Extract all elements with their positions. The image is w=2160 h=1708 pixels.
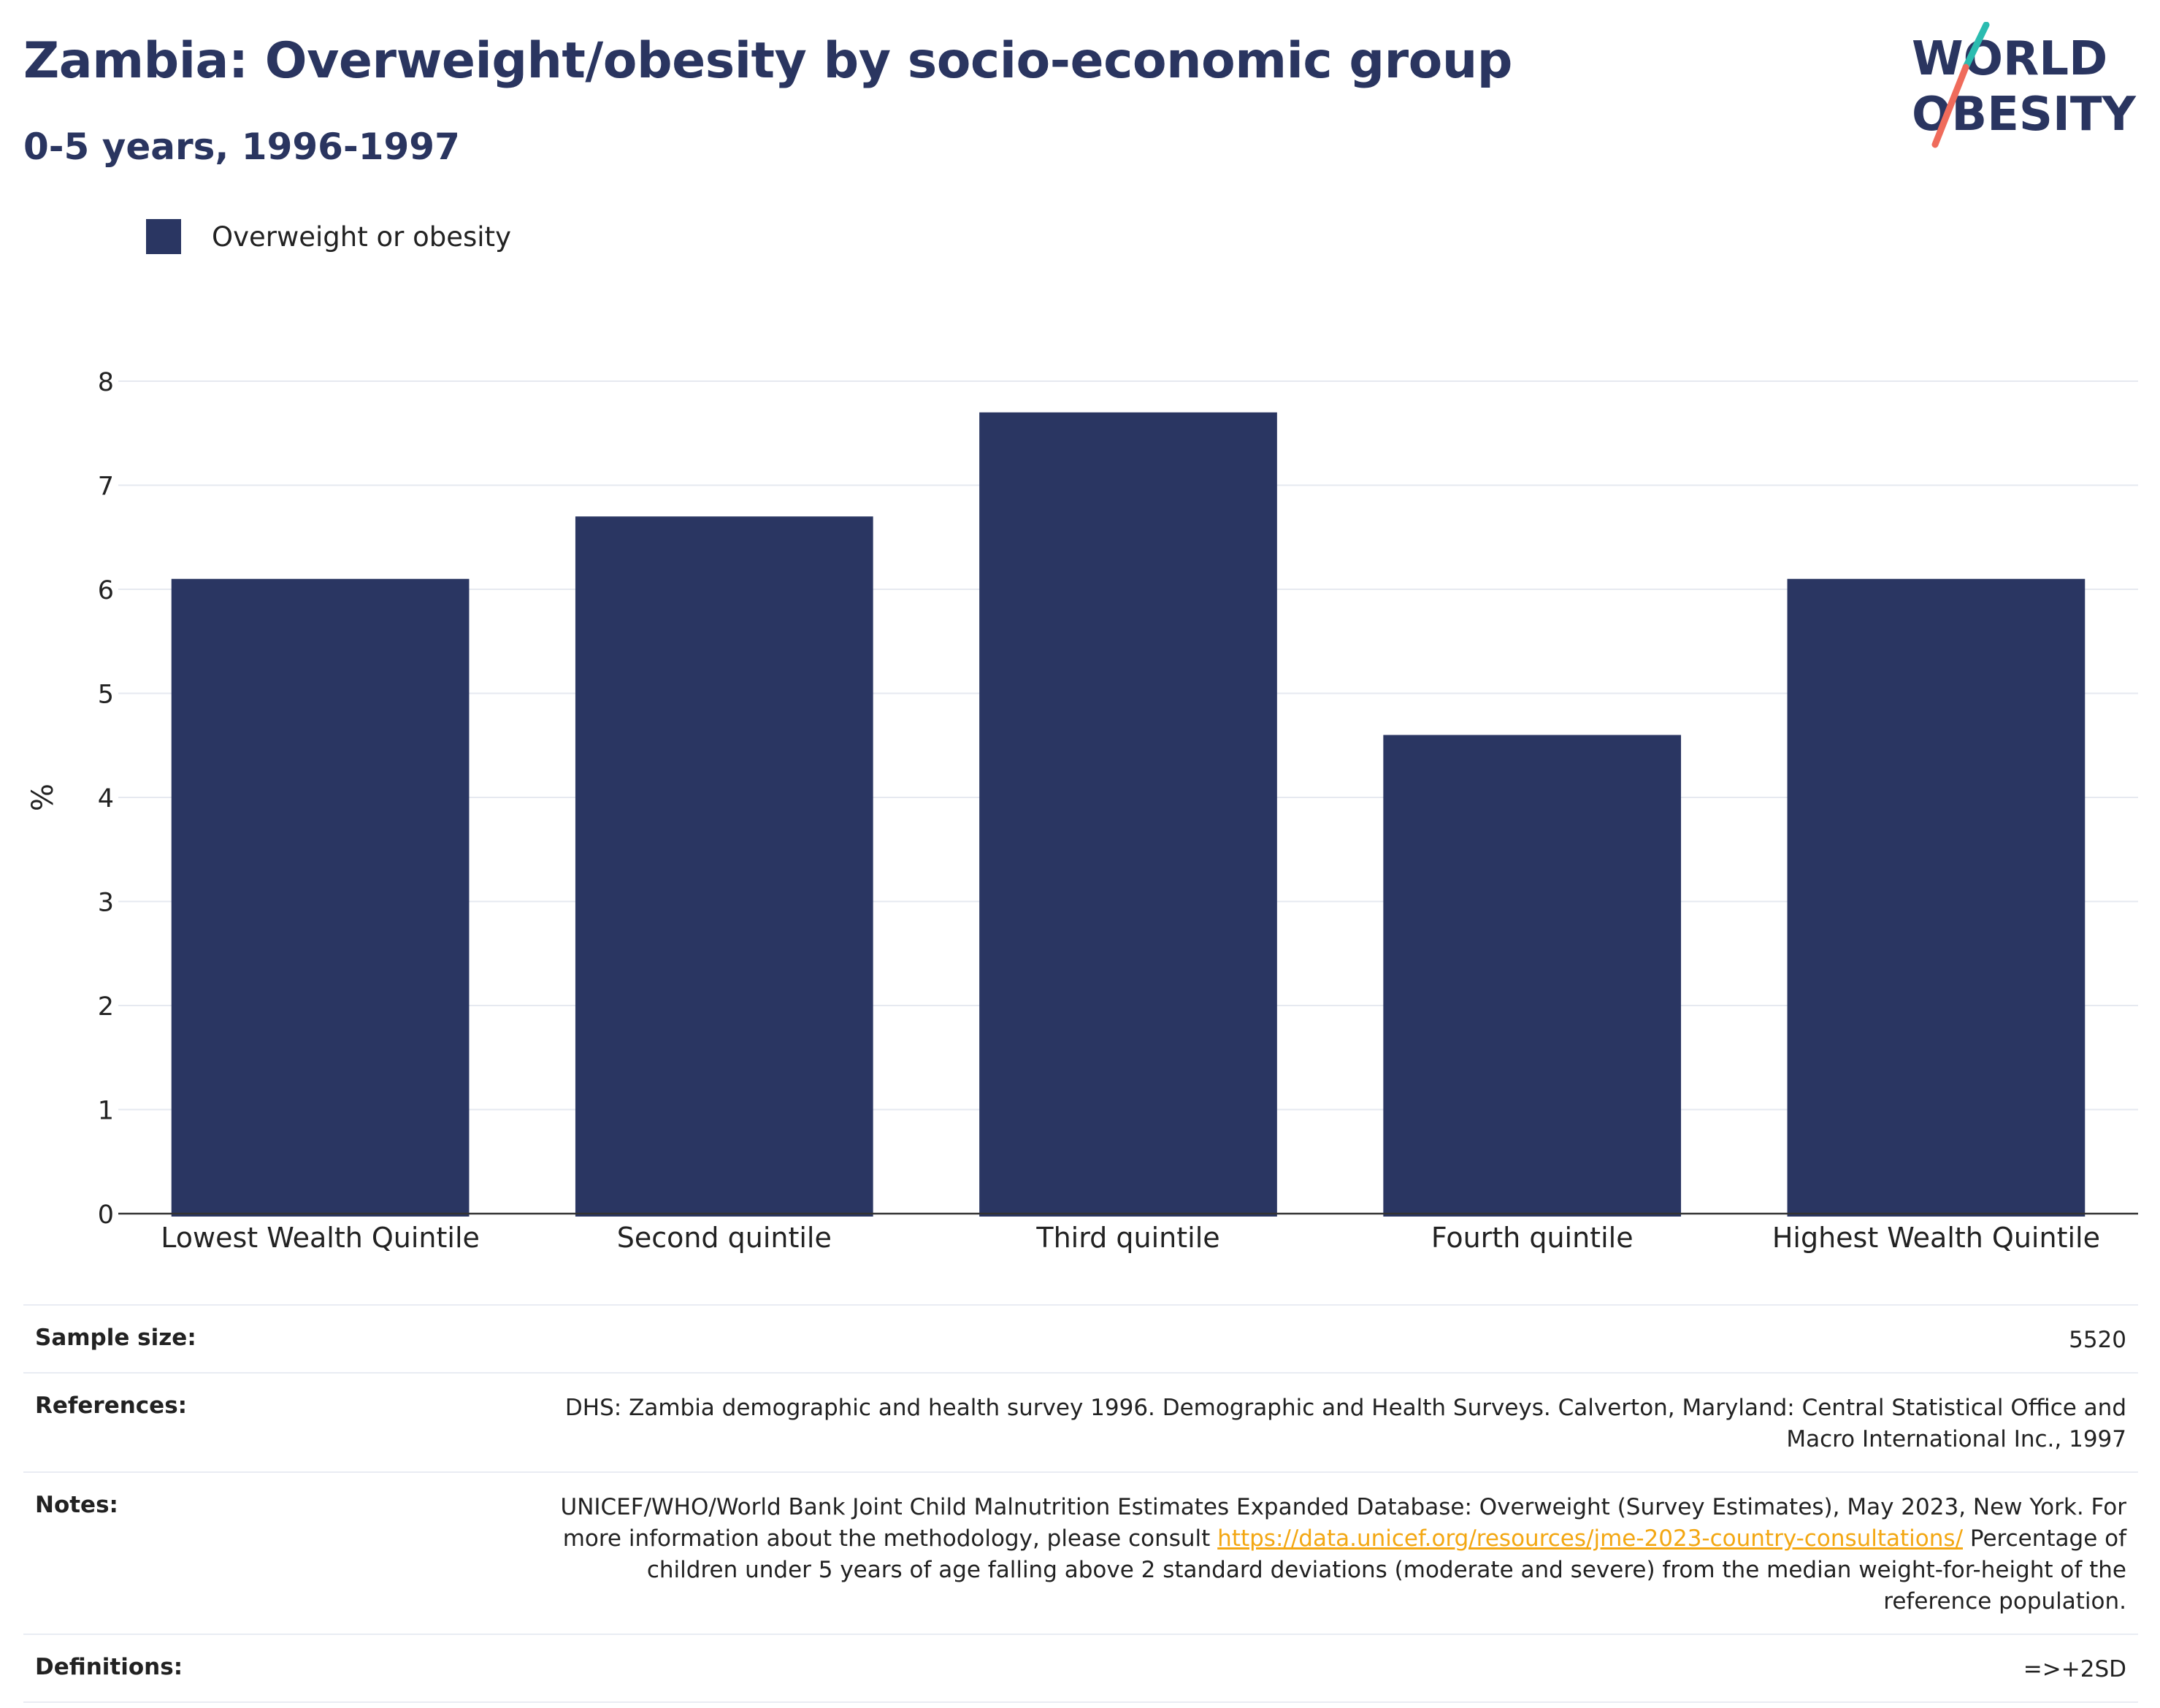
- x-tick-label: Lowest Wealth Quintile: [161, 1222, 480, 1254]
- y-tick-label: 3: [98, 889, 114, 918]
- notes-label: Notes:: [35, 1492, 118, 1518]
- x-tick-label: Highest Wealth Quintile: [1772, 1222, 2100, 1254]
- legend: Overweight or obesity: [146, 218, 511, 256]
- references-label: References:: [35, 1393, 188, 1419]
- world-obesity-logo: WORLD OBESITY: [1912, 22, 2136, 148]
- info-row-definitions: Definitions: =>+2SD: [23, 1634, 2138, 1703]
- info-row-references: References: DHS: Zambia demographic and …: [23, 1372, 2138, 1471]
- y-tick-label: 2: [98, 992, 114, 1022]
- y-tick-label: 6: [98, 576, 114, 605]
- bar: [979, 412, 1277, 1217]
- bar: [575, 516, 873, 1217]
- y-tick-label: 8: [98, 368, 114, 397]
- bar-chart: 0 1 2 3 4 5 6 7 8% Lowest Wealth Quintile Second q…: [26, 368, 2138, 1254]
- references-value: DHS: Zambia demographic and health surve…: [564, 1395, 2126, 1452]
- y-tick-label: 5: [98, 681, 114, 710]
- info-table: Sample size: 5520 References: DHS: Zambi…: [23, 1304, 2138, 1703]
- notes-value: UNICEF/WHO/World Bank Joint Child Malnut…: [535, 1492, 2127, 1617]
- bar: [1787, 578, 2086, 1217]
- notes-text-1: UNICEF/WHO/World Bank Joint Child Malnut…: [560, 1494, 2127, 1552]
- y-tick-label: 4: [98, 784, 114, 813]
- bar: [1383, 735, 1682, 1217]
- x-tick-label: Third quintile: [1035, 1222, 1219, 1254]
- y-tick-label: 1: [98, 1097, 114, 1126]
- logo-slash-bottom: [1931, 64, 1969, 148]
- y-tick-label: 0: [98, 1200, 114, 1230]
- notes-text-2: Percentage of children under 5 years of …: [646, 1525, 2126, 1615]
- x-tick-label: Second quintile: [617, 1222, 832, 1254]
- y-axis-label: %: [26, 784, 60, 811]
- chart-title: Zambia: Overweight/obesity by socio-econ…: [23, 32, 1512, 90]
- logo-slash-top: [1962, 22, 1990, 71]
- definitions-value: =>+2SD: [2023, 1656, 2126, 1682]
- definitions-label: Definitions:: [35, 1654, 183, 1680]
- sample-size-label: Sample size:: [35, 1325, 196, 1351]
- info-row-notes: Notes: UNICEF/WHO/World Bank Joint Child…: [23, 1471, 2138, 1634]
- notes-link[interactable]: https://data.unicef.org/resources/jme-20…: [1217, 1525, 1964, 1552]
- sample-size-value: 5520: [2069, 1327, 2126, 1353]
- legend-label[interactable]: Overweight or obesity: [212, 221, 511, 253]
- y-tick-label: 7: [98, 472, 114, 502]
- bar: [171, 578, 470, 1217]
- logo-text-world: WORLD: [1912, 32, 2107, 86]
- chart-subtitle: 0-5 years, 1996-1997: [23, 126, 460, 168]
- legend-swatch[interactable]: [146, 219, 181, 254]
- x-tick-label: Fourth quintile: [1431, 1222, 1634, 1254]
- info-row-sample-size: Sample size: 5520: [23, 1304, 2138, 1372]
